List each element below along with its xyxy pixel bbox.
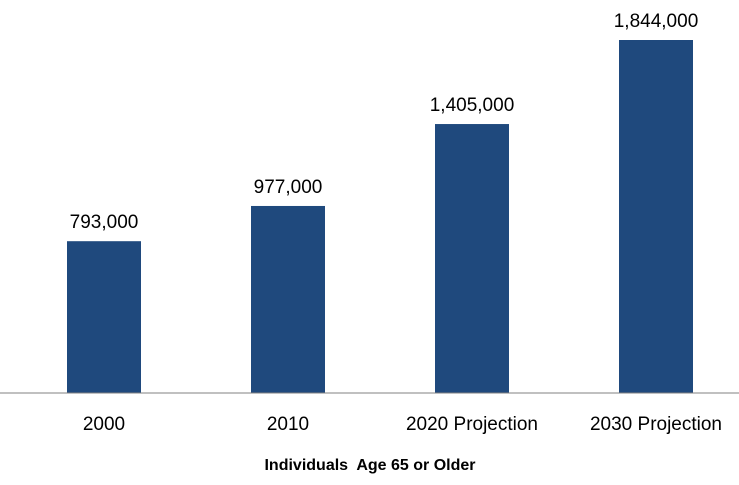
x-tick-label: 2020 Projection — [406, 414, 538, 435]
x-tick-labels-group: 2000 2010 2020 Projection 2030 Projection — [83, 414, 722, 435]
bar-2000 — [67, 241, 141, 393]
x-tick-label: 2010 — [267, 414, 309, 435]
data-labels-group: 793,000 977,000 1,405,000 1,844,000 — [70, 11, 699, 233]
bar-2010 — [251, 205, 325, 393]
data-label: 1,844,000 — [614, 11, 699, 32]
x-axis-title: Individuals Age 65 or Older — [264, 457, 475, 474]
data-label: 1,405,000 — [430, 95, 515, 116]
data-label: 793,000 — [70, 212, 139, 233]
x-tick-label: 2030 Projection — [590, 414, 722, 435]
x-tick-label: 2000 — [83, 414, 125, 435]
bars-group — [67, 40, 693, 393]
bar-2030-projection — [619, 40, 693, 393]
data-label: 977,000 — [254, 177, 323, 198]
bar-2020-projection — [435, 124, 509, 393]
